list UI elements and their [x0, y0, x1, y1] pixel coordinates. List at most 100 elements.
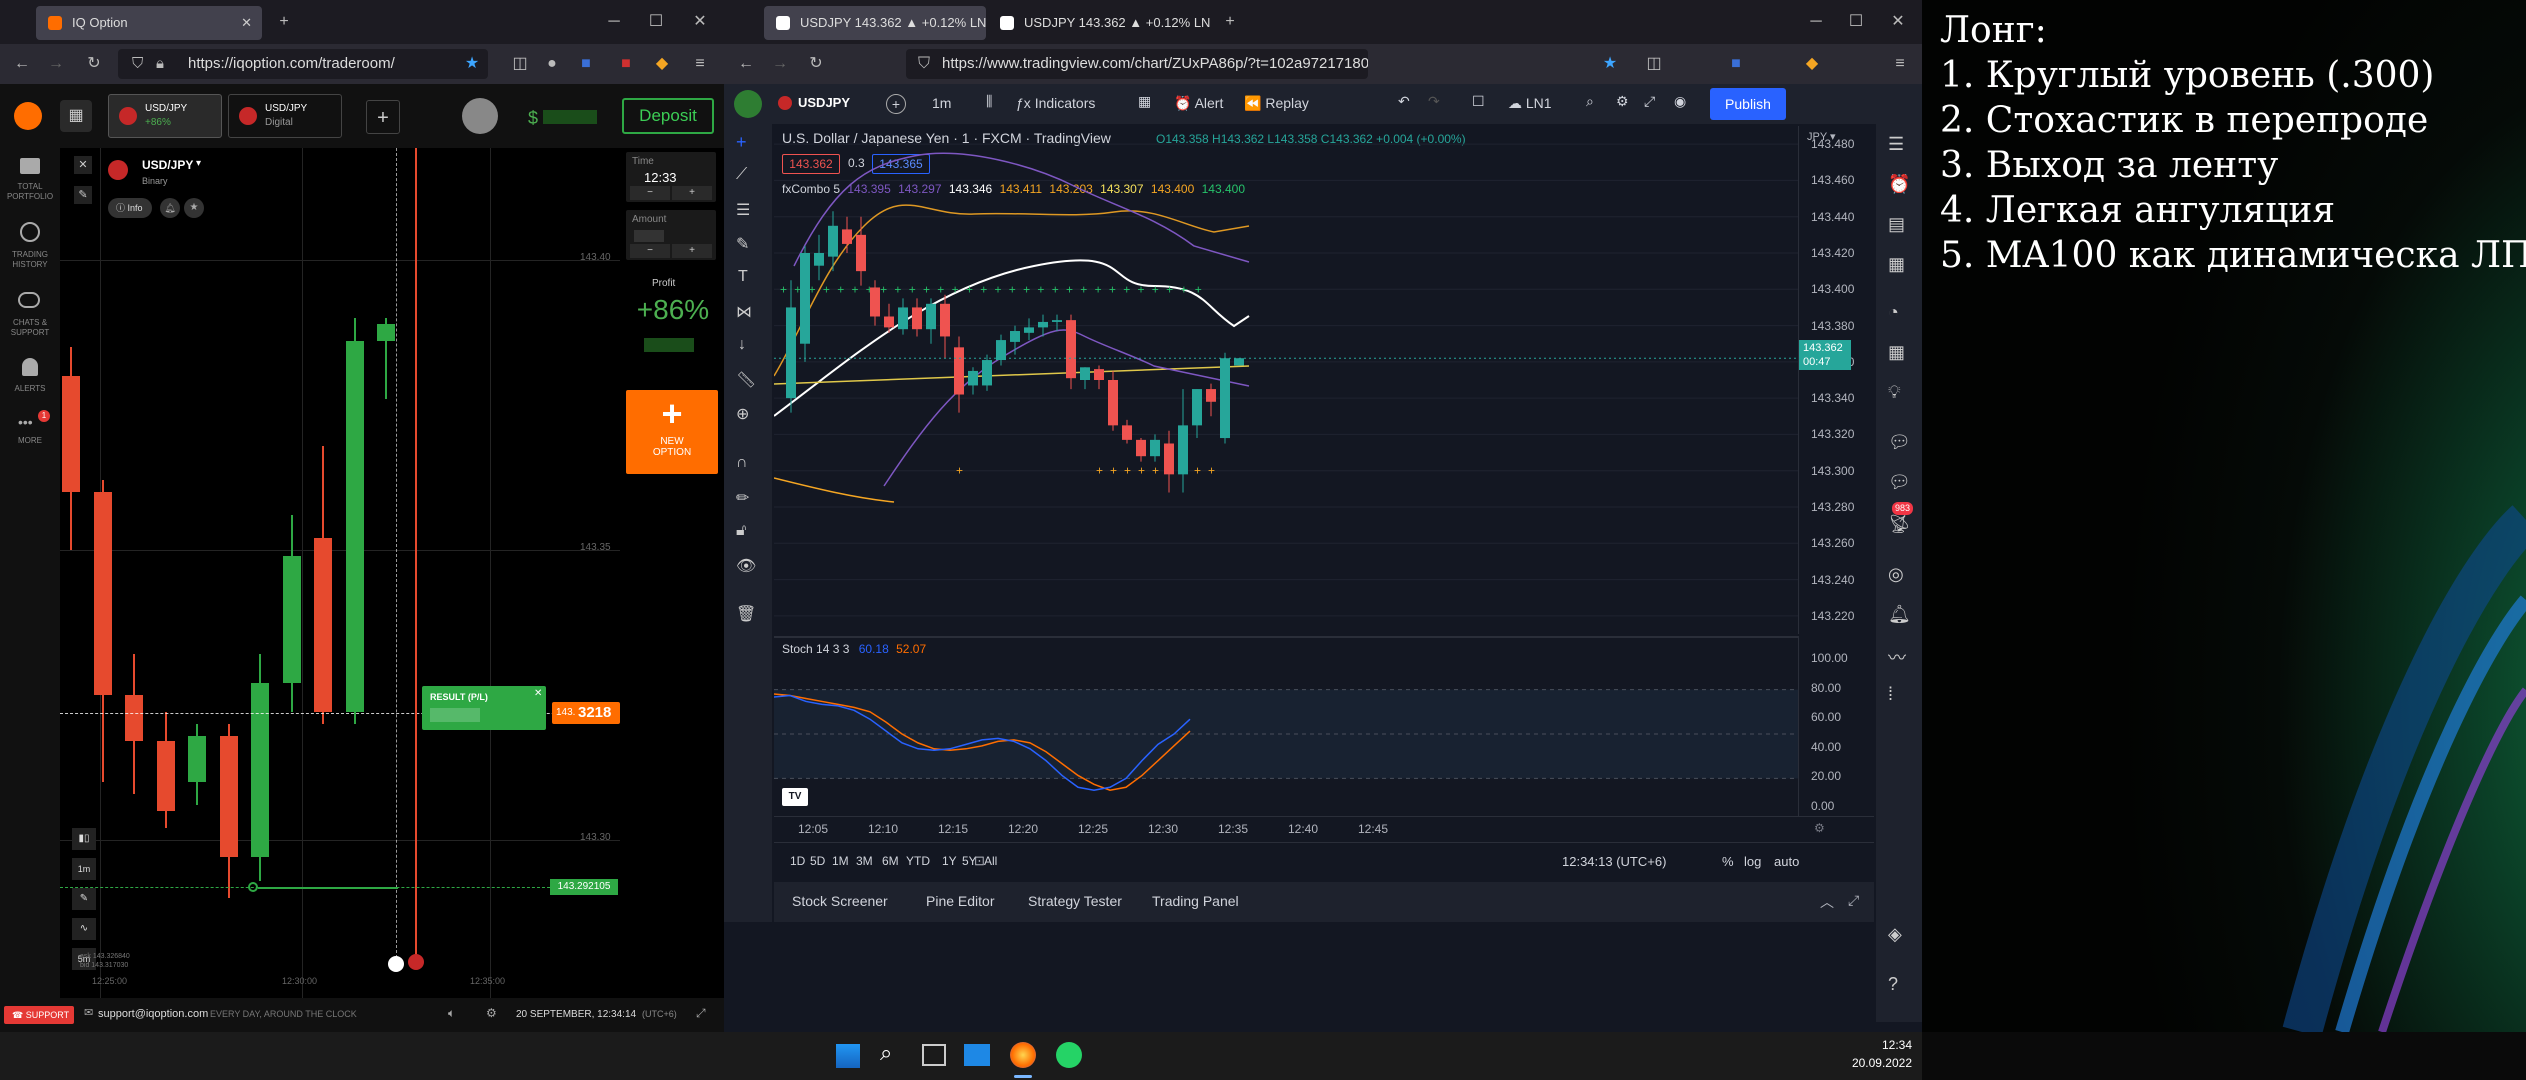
chats-icon[interactable]: 💬︎ — [1888, 472, 1911, 492]
scale-auto[interactable]: auto — [1774, 854, 1800, 869]
mail-icon[interactable] — [964, 1044, 990, 1066]
avatar[interactable] — [462, 98, 498, 134]
close-icon[interactable]: ✕ — [534, 688, 543, 699]
text-icon[interactable]: T — [738, 268, 748, 285]
buy-price-box[interactable]: 143.365 — [872, 154, 930, 174]
draw-button[interactable]: ✎ — [72, 888, 96, 910]
magnet-icon[interactable]: ∩ — [736, 454, 748, 471]
range-button[interactable]: 1Y — [942, 854, 957, 868]
pocket-icon[interactable]: ◫ — [1646, 55, 1662, 72]
extension-icon[interactable]: ■ — [581, 55, 591, 72]
sidebar-item-history[interactable]: TRADING HISTORY — [0, 216, 60, 276]
minus-button[interactable]: − — [630, 186, 670, 200]
extension-icon[interactable]: ◆ — [1805, 55, 1819, 72]
close-window-icon[interactable]: ✕ — [1891, 13, 1905, 30]
range-button[interactable]: 5D — [810, 854, 826, 868]
ruler-icon[interactable]: 📏︎ — [736, 372, 757, 389]
new-option-button[interactable]: + NEW OPTION — [626, 390, 718, 474]
datawindow-icon[interactable]: ▤ — [1888, 214, 1906, 234]
indicators-button[interactable]: ∿ — [72, 918, 96, 940]
date-range-icon[interactable]: ⊡ — [974, 853, 985, 868]
new-tab-icon[interactable]: + — [279, 13, 289, 30]
tab-iq-option[interactable]: IQ Option ✕ — [36, 6, 262, 40]
streams-icon[interactable]: 📡︎ — [1888, 514, 1911, 534]
time-field[interactable]: Time 12:33 − + — [626, 152, 716, 202]
reload-icon[interactable]: ↻ — [809, 55, 823, 72]
currency-label[interactable]: JPY ▾ — [1807, 131, 1836, 143]
calendar-icon[interactable]: ▦ — [1888, 342, 1906, 362]
maximize-icon[interactable]: ☐ — [1848, 13, 1864, 30]
trendline-icon[interactable]: ⟋ — [736, 166, 748, 183]
tray-date[interactable]: 20.09.2022 — [1851, 1056, 1912, 1070]
minus-button[interactable]: − — [630, 244, 670, 258]
chart-type-button[interactable]: ▮▯ — [72, 828, 96, 850]
forward-icon[interactable]: → — [48, 55, 64, 72]
sidebar-item-portfolio[interactable]: TOTAL PORTFOLIO — [0, 150, 60, 210]
trash-icon[interactable]: 🗑︎ — [736, 606, 757, 623]
whatsapp-icon[interactable] — [1056, 1042, 1082, 1068]
chevron-up-icon[interactable]: ︿ — [1820, 894, 1834, 910]
windows-start-icon[interactable] — [836, 1044, 860, 1068]
grid-icon[interactable]: ▦ — [60, 100, 92, 132]
range-button[interactable]: All — [984, 854, 998, 868]
iq-chart[interactable]: 143.40 143.35 143.30 143.292105 RESULT (… — [60, 148, 620, 998]
extension-icon[interactable]: ◆ — [655, 55, 669, 72]
avatar[interactable] — [734, 90, 762, 118]
fullscreen-icon[interactable]: ⤢ — [696, 1006, 706, 1020]
redo-icon[interactable]: ↷ — [1428, 93, 1440, 109]
layers-icon[interactable]: ◈ — [1888, 924, 1902, 944]
chevron-down-icon[interactable]: ▾ — [196, 158, 202, 169]
scale-log[interactable]: log — [1744, 854, 1762, 869]
minimize-icon[interactable]: ─ — [1810, 13, 1822, 30]
tv-chart-pane[interactable]: U.S. Dollar / Japanese Yen · 1 · FXCM · … — [774, 126, 1798, 634]
eye-icon[interactable]: 👁︎ — [736, 558, 757, 575]
bookmark-star-icon[interactable]: ★ — [1602, 55, 1618, 72]
extension-icon[interactable]: ■ — [621, 55, 631, 72]
symbol-search[interactable]: USDJPY — [778, 92, 850, 116]
watchlist-icon[interactable]: ☰ — [1888, 134, 1905, 154]
url-bar[interactable]: ⛉ 🔒︎ https://iqoption.com/traderoom/ — [118, 49, 488, 79]
range-button[interactable]: 6M — [882, 854, 899, 868]
gear-icon[interactable]: ⚙ — [1616, 93, 1629, 109]
back-icon[interactable]: ← — [14, 55, 30, 72]
chats-icon[interactable]: 💬︎ — [1888, 432, 1911, 452]
close-window-icon[interactable]: ✕ — [693, 13, 707, 30]
support-button[interactable]: ☎ SUPPORT — [4, 1006, 74, 1024]
clock-text[interactable]: 12:34:13 (UTC+6) — [1562, 854, 1667, 869]
ideas-icon[interactable]: 💡︎ — [1888, 382, 1901, 402]
forward-icon[interactable]: → — [772, 55, 788, 72]
deposit-button[interactable]: Deposit — [622, 98, 714, 134]
bell-icon[interactable]: 🔔︎ — [1888, 604, 1911, 624]
add-asset-button[interactable]: + — [366, 100, 400, 134]
lock-drawing-icon[interactable]: ✏ — [736, 490, 750, 507]
help-icon[interactable]: ? — [1888, 974, 1899, 994]
menu-icon[interactable]: ≡ — [1895, 55, 1905, 72]
timeframe-button[interactable]: 1m — [72, 858, 96, 880]
gear-icon[interactable]: ⚙ — [486, 1006, 497, 1020]
scale-percent[interactable]: % — [1722, 854, 1734, 869]
reload-icon[interactable]: ↻ — [87, 55, 101, 72]
sell-price-box[interactable]: 143.362 — [782, 154, 840, 174]
sidebar-item-more[interactable]: ••• 1 MORE — [0, 408, 60, 458]
maximize-icon[interactable]: ☐ — [648, 13, 664, 30]
tab-strategy-tester[interactable]: Strategy Tester — [1028, 893, 1122, 909]
sidebar-item-alerts[interactable]: ALERTS — [0, 352, 60, 402]
tray-time[interactable]: 12:34 — [1881, 1038, 1912, 1052]
news-icon[interactable]: ▦ — [1888, 254, 1906, 274]
publish-button[interactable]: Publish — [1710, 88, 1786, 120]
shield-icon[interactable]: ⛉ — [917, 55, 930, 72]
range-button[interactable]: YTD — [906, 854, 930, 868]
tv-logo[interactable]: TV — [782, 788, 808, 806]
alert-button[interactable]: ⏰ Alert — [1174, 95, 1224, 111]
range-button[interactable]: 3M — [856, 854, 873, 868]
chart-type-icon[interactable]: ⫼ — [986, 93, 993, 109]
plus-button[interactable]: + — [672, 186, 712, 200]
indicators-button[interactable]: ƒx Indicators — [1016, 95, 1096, 111]
hotlist-icon[interactable]: ◔ — [1888, 302, 1899, 322]
gear-icon[interactable]: ⚙ — [1814, 821, 1825, 835]
lock-icon[interactable]: 🔓︎ — [736, 522, 747, 539]
maximize-panel-icon[interactable]: ⤢ — [1848, 892, 1860, 908]
timeframe-button[interactable]: 5m — [72, 948, 96, 970]
layout-button[interactable]: ☁ LN1 — [1508, 95, 1552, 111]
undo-icon[interactable]: ↶ — [1398, 93, 1410, 109]
